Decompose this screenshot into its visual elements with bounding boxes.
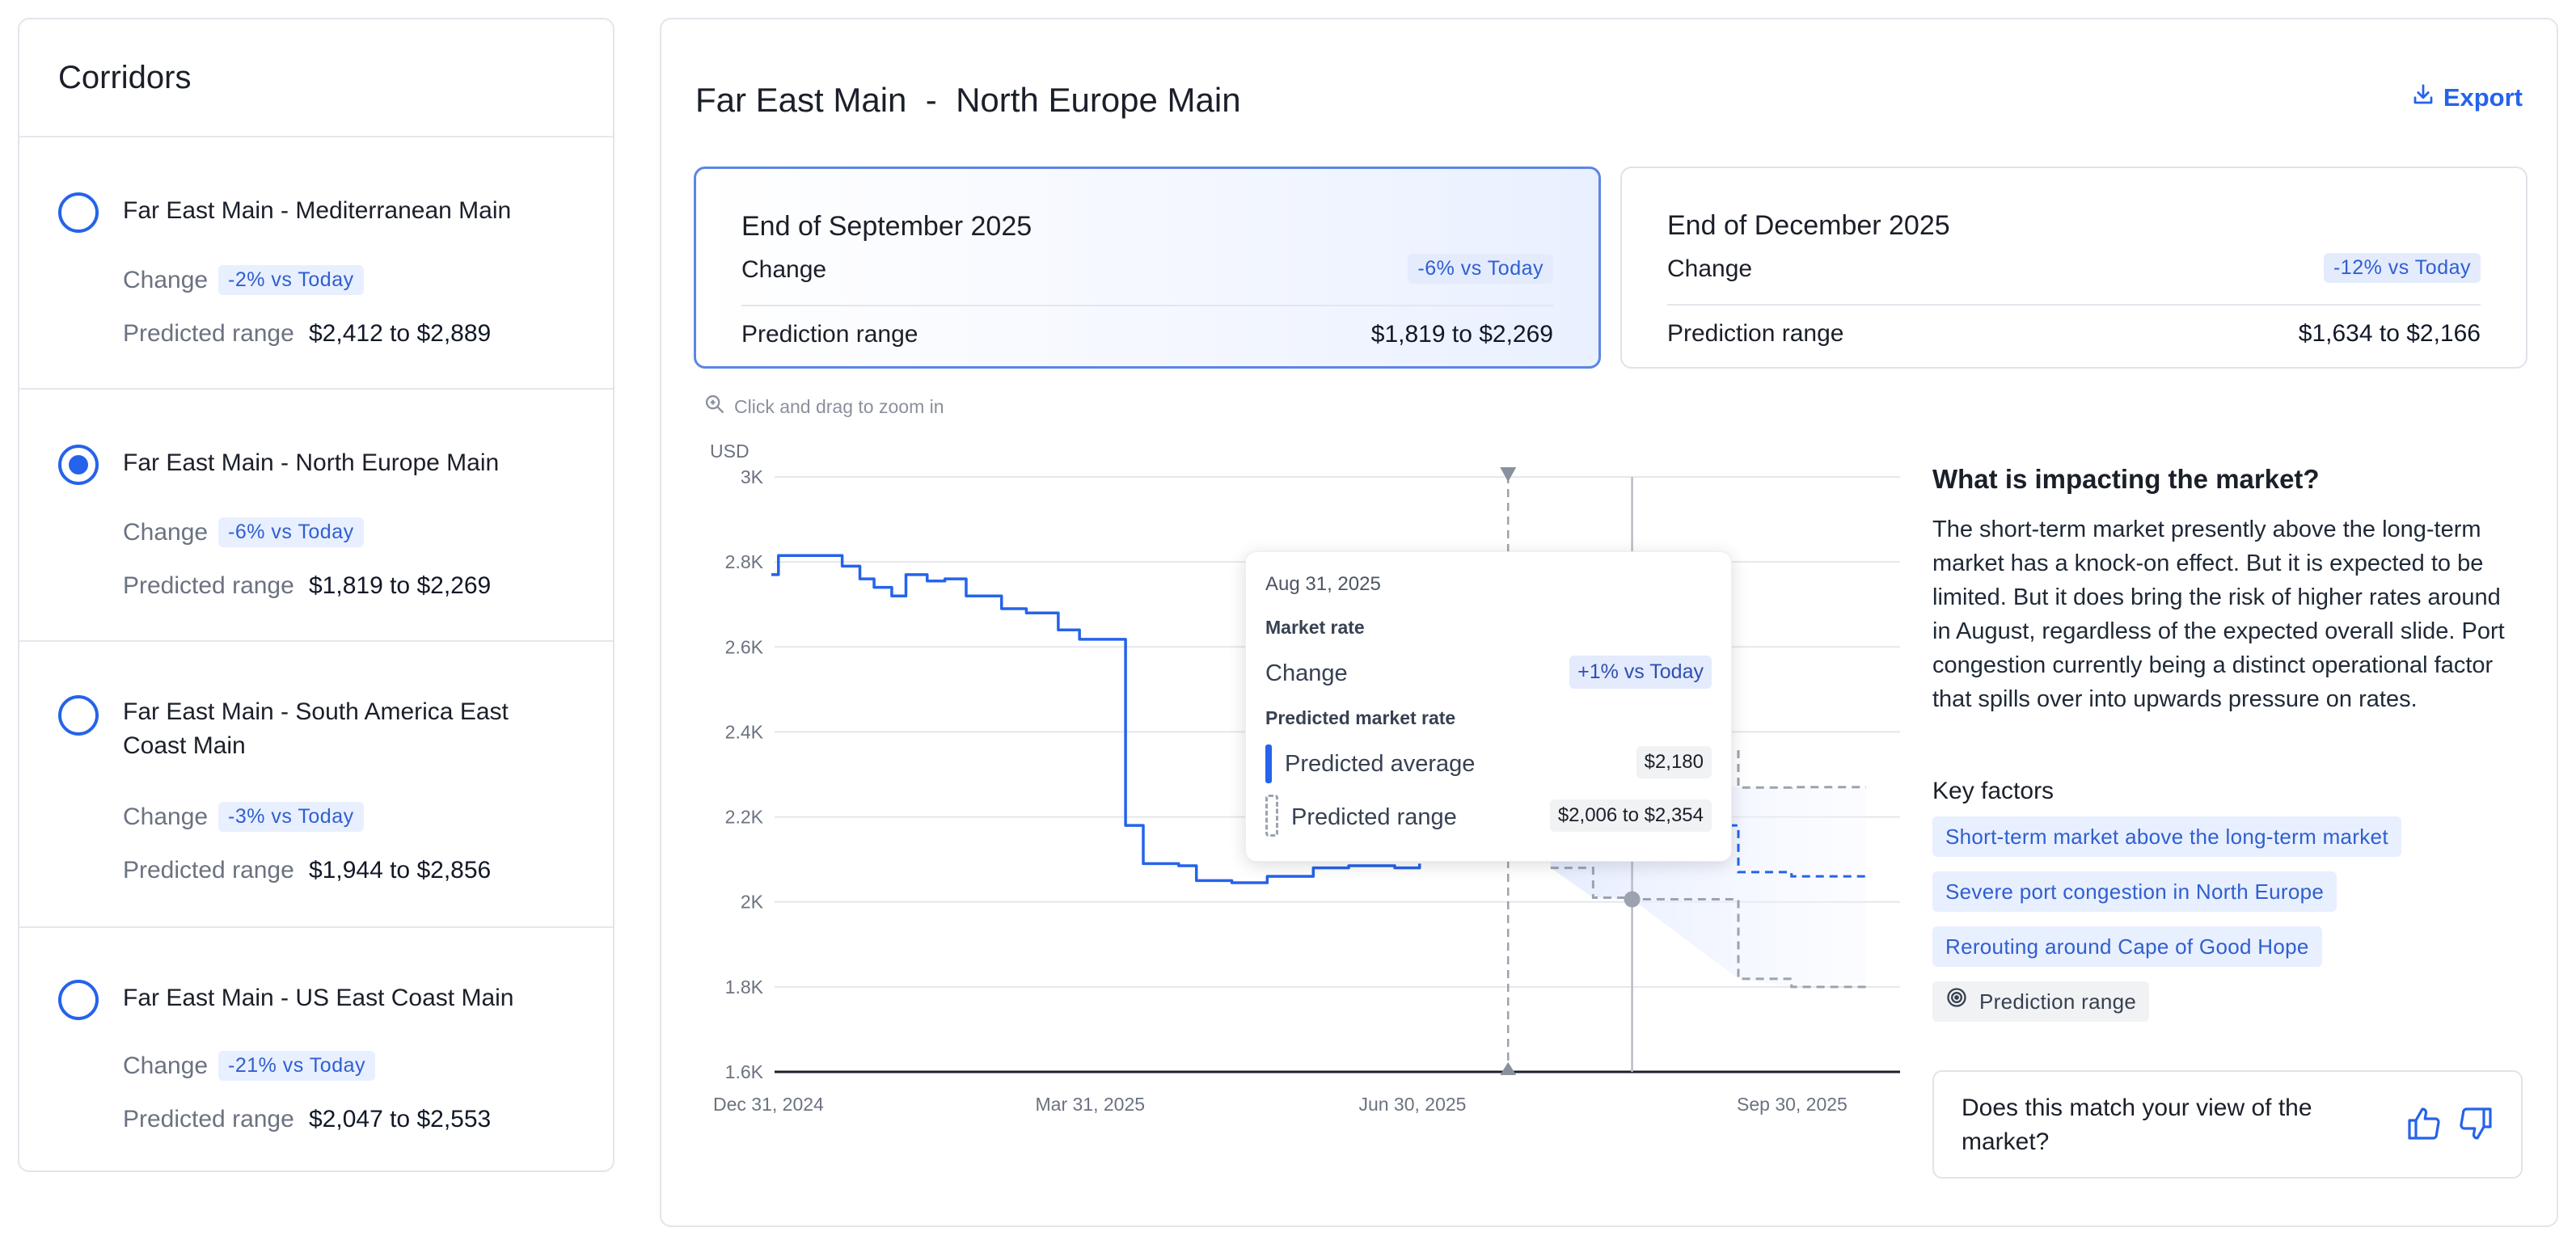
target-icon (1945, 981, 1968, 1022)
factor-chip[interactable]: Rerouting around Cape of Good Hope (1932, 926, 2322, 967)
corridors-sidebar: Corridors Far East Main - Mediterranean … (18, 18, 614, 1172)
feedback-question: Does this match your view of the market? (1962, 1094, 2312, 1155)
range-value: $1,819 to $2,269 (1370, 321, 1553, 348)
radio-button[interactable] (58, 192, 99, 233)
range-label: Predicted range (123, 857, 294, 884)
predicted-range-label: Predicted range (1291, 804, 1457, 830)
magnifier-icon (703, 393, 726, 420)
y-tick-label: 2.4K (725, 721, 764, 742)
divider (19, 136, 613, 137)
today-marker-bottom (1500, 1062, 1517, 1075)
change-badge: +1% vs Today (1569, 656, 1712, 689)
y-tick-label: 2.8K (725, 551, 764, 572)
change-badge: -6% vs Today (1408, 254, 1553, 284)
export-button[interactable]: Export (2411, 82, 2523, 113)
divider (1667, 304, 2481, 306)
factor-chip[interactable]: Short-term market above the long-term ma… (1932, 816, 2401, 857)
thumbs-down-button[interactable] (2456, 1104, 2495, 1146)
thumbs-down-icon (2456, 1107, 2495, 1146)
change-badge: -12% vs Today (2323, 253, 2481, 283)
download-icon (2411, 82, 2435, 113)
legend-chip-label: Prediction range (1979, 989, 2137, 1014)
y-tick-label: 2K (741, 892, 764, 913)
change-label: Change (123, 267, 209, 293)
range-label: Predicted range (123, 572, 294, 599)
corridor-name: Far East Main - Mediterranean Main (123, 197, 512, 224)
thumbs-up-icon (2405, 1107, 2443, 1146)
change-label: Change (123, 1052, 209, 1079)
predicted-average-value: $2,180 (1636, 746, 1712, 778)
change-label: Change (741, 256, 827, 283)
y-tick-label: 1.8K (725, 976, 764, 997)
range-value: $2,047 to $2,553 (309, 1106, 492, 1132)
feedback-box: Does this match your view of the market? (1932, 1070, 2523, 1179)
card-title: End of September 2025 (741, 211, 1033, 242)
range-value: $2,412 to $2,889 (309, 320, 492, 347)
page-title: Far East Main - North Europe Main (695, 81, 1241, 119)
sidebar-title: Corridors (58, 60, 192, 95)
zoom-hint: Click and drag to zoom in (703, 393, 944, 420)
impact-description: The short-term market presently above th… (1932, 517, 2505, 712)
change-label: Change (123, 803, 209, 830)
range-label: Predicted range (123, 320, 294, 347)
key-factors-title: Key factors (1932, 778, 2054, 804)
y-tick-label: 3K (741, 466, 764, 487)
corridor-item-north-europe[interactable]: Far East Main - North Europe Main Change… (19, 390, 613, 642)
export-label: Export (2443, 83, 2523, 112)
range-value: $1,634 to $2,166 (2298, 320, 2481, 347)
lower-point (1624, 891, 1641, 908)
range-label: Predicted range (123, 1106, 294, 1132)
prediction-upper-line (1550, 750, 1866, 789)
prediction-range-legend-chip[interactable]: Prediction range (1932, 981, 2150, 1022)
y-tick-label: 1.6K (725, 1061, 764, 1082)
forecast-panel: Far East Main - North Europe Main Export… (660, 18, 2558, 1227)
market-rate-line (771, 554, 1421, 884)
factor-chip[interactable]: Severe port congestion in North Europe (1932, 871, 2337, 912)
y-axis-label: USD (710, 441, 750, 462)
corridor-name: Far East Main - South America East Coast… (123, 698, 509, 759)
radio-button[interactable] (58, 980, 99, 1020)
change-badge: -21% vs Today (218, 1051, 376, 1081)
range-label: Prediction range (741, 321, 918, 348)
radio-button[interactable] (58, 695, 99, 736)
change-badge: -6% vs Today (218, 517, 364, 547)
change-label: Change (123, 519, 209, 546)
thumbs-up-button[interactable] (2405, 1104, 2443, 1146)
impact-title: What is impacting the market? (1932, 464, 2320, 494)
change-label: Change (1265, 660, 1348, 686)
y-tick-label: 2.2K (725, 807, 764, 828)
change-badge: -3% vs Today (218, 802, 364, 832)
y-tick-label: 2.6K (725, 636, 764, 657)
tooltip-date: Aug 31, 2025 (1265, 573, 1381, 595)
prediction-lower-line (1550, 867, 1868, 989)
market-rate-heading: Market rate (1265, 617, 1365, 638)
change-badge: -2% vs Today (218, 265, 364, 295)
card-title: End of December 2025 (1667, 210, 1950, 241)
zoom-hint-text: Click and drag to zoom in (734, 395, 944, 417)
x-tick-label: Mar 31, 2025 (1036, 1094, 1146, 1115)
range-value: $1,819 to $2,269 (309, 572, 492, 599)
x-tick-label: Dec 31, 2024 (713, 1094, 824, 1115)
corridor-name: Far East Main - North Europe Main (123, 449, 500, 476)
radio-button-selected[interactable] (58, 445, 99, 485)
predicted-average-swatch (1265, 744, 1272, 783)
corridor-item-mediterranean[interactable]: Far East Main - Mediterranean Main Chang… (19, 137, 613, 390)
period-card-september[interactable]: End of September 2025 Change -6% vs Toda… (694, 167, 1601, 369)
predicted-range-value: $2,006 to $2,354 (1549, 799, 1712, 832)
chart-tooltip: Aug 31, 2025 Market rate Change +1% vs T… (1245, 551, 1732, 862)
predicted-average-label: Predicted average (1285, 751, 1476, 777)
predicted-heading: Predicted market rate (1265, 707, 1456, 728)
x-tick-label: Jun 30, 2025 (1358, 1094, 1466, 1115)
range-label: Prediction range (1667, 320, 1844, 347)
x-tick-label: Sep 30, 2025 (1737, 1094, 1848, 1115)
range-value: $1,944 to $2,856 (309, 857, 492, 884)
corridor-name: Far East Main - US East Coast Main (123, 985, 514, 1011)
today-marker-top (1500, 467, 1517, 482)
divider (741, 305, 1553, 306)
corridor-item-us-east-coast[interactable]: Far East Main - US East Coast Main Chang… (19, 928, 613, 1170)
predicted-range-swatch (1265, 795, 1278, 837)
period-card-december[interactable]: End of December 2025 Change -12% vs Toda… (1620, 167, 2527, 369)
change-label: Change (1667, 255, 1753, 282)
corridor-item-south-america[interactable]: Far East Main - South America East Coast… (19, 642, 613, 928)
